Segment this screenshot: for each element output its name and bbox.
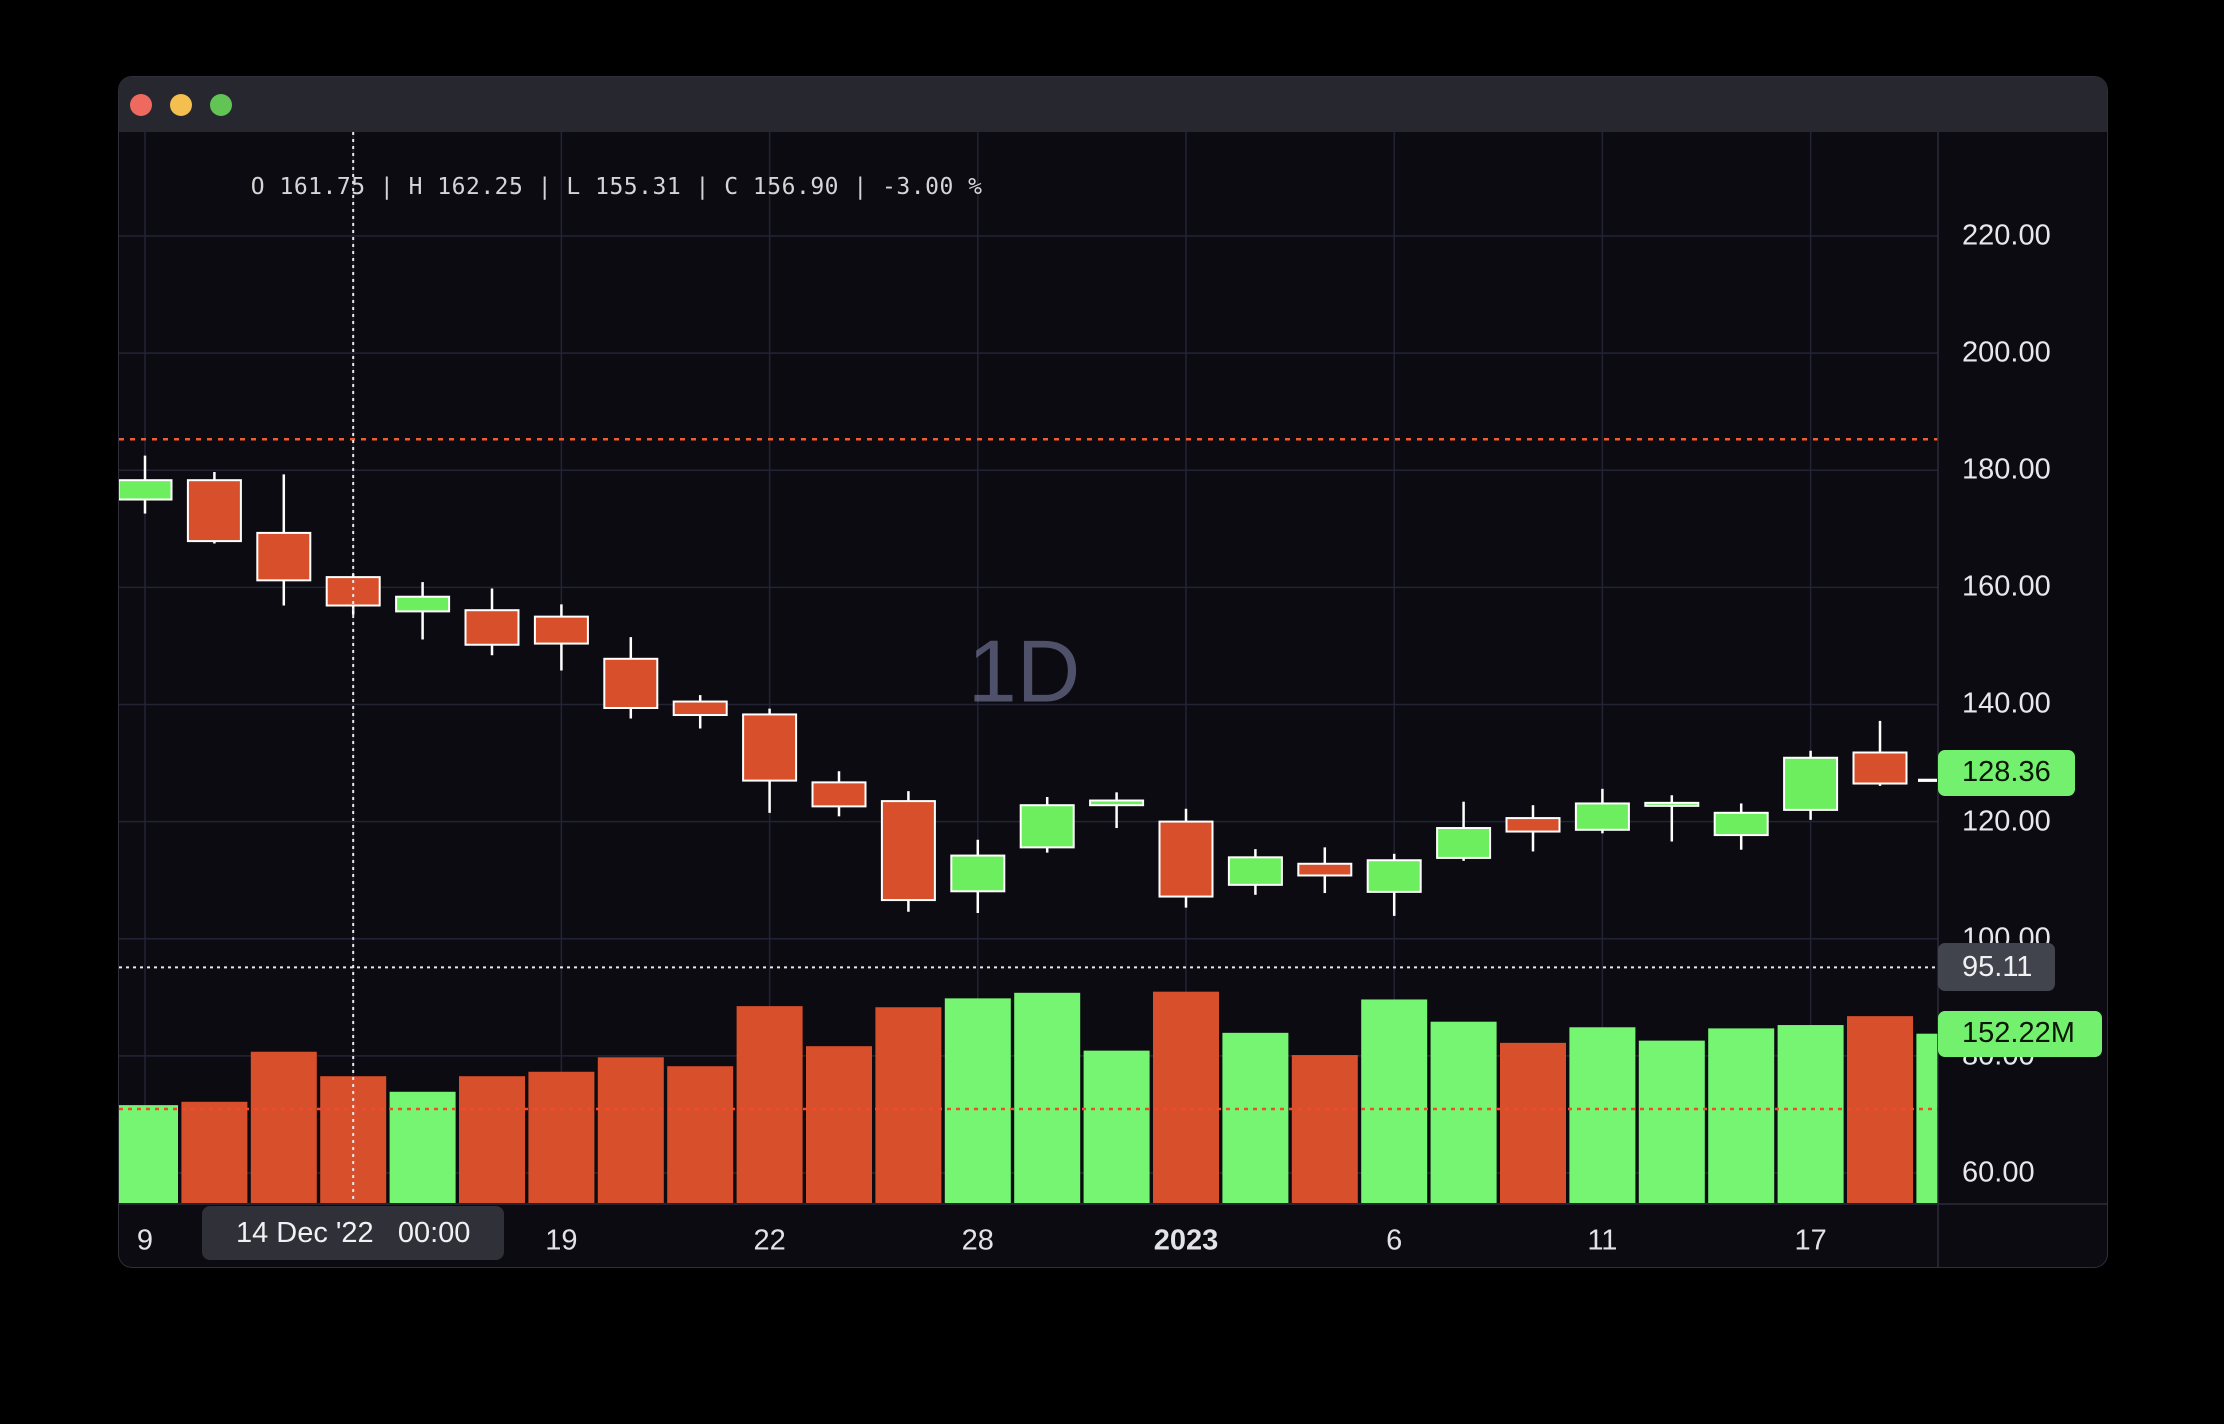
volume-bar[interactable]: [1291, 1055, 1358, 1203]
time-tick-label: 22: [753, 1224, 786, 1257]
candle[interactable]: [1574, 788, 1630, 834]
crosshair-price-badge: 95.11: [1938, 943, 2055, 992]
last-price-badge: 128.36: [1938, 749, 2075, 796]
time-tick-label: 6: [1386, 1224, 1403, 1257]
candle[interactable]: [1783, 750, 1839, 820]
volume-bar[interactable]: [597, 1057, 664, 1203]
crosshair-date-gap: [374, 1217, 398, 1250]
chart-window: 1D O 161.75 | H 162.25 | L 155.31 | C 15…: [118, 76, 2108, 1268]
time-tick-label: 19: [545, 1224, 578, 1257]
candle[interactable]: [1158, 808, 1214, 908]
candle[interactable]: [672, 695, 728, 729]
candle[interactable]: [1366, 853, 1422, 916]
candle[interactable]: [1644, 795, 1700, 842]
volume-bar[interactable]: [528, 1071, 595, 1203]
price-axis[interactable]: 60.0080.00100.00120.00140.00160.00180.00…: [1938, 132, 2107, 1267]
price-tick-label: 180.00: [1962, 453, 2051, 486]
candle[interactable]: [186, 471, 242, 544]
time-tick-label: 9: [136, 1224, 154, 1257]
price-tick-label: 200.00: [1962, 336, 2051, 369]
candle[interactable]: [119, 455, 173, 514]
volume-bar[interactable]: [1638, 1040, 1705, 1203]
ohlc-legend-text: O 161.75 | H 162.25 | L 155.31 | C 156.9…: [250, 174, 983, 200]
candlestick-chart[interactable]: 1D: [119, 132, 2107, 1267]
crosshair-date: 14 Dec '22: [235, 1216, 374, 1249]
volume-bar[interactable]: [875, 1007, 942, 1203]
candle[interactable]: [742, 708, 798, 813]
volume-badge: 152.22M: [1938, 1010, 2102, 1057]
price-tick-label: 120.00: [1962, 805, 2051, 838]
volume-bar[interactable]: [1569, 1027, 1636, 1203]
candle[interactable]: [1227, 849, 1283, 895]
volume-bar[interactable]: [944, 998, 1011, 1203]
crosshair-price-value: 95.11: [1962, 950, 2033, 983]
volume-bar[interactable]: [736, 1006, 803, 1203]
candle[interactable]: [395, 582, 451, 640]
zoom-button[interactable]: [210, 93, 232, 116]
volume-bar[interactable]: [119, 1105, 178, 1203]
candle[interactable]: [1505, 805, 1561, 852]
close-button[interactable]: [130, 93, 152, 116]
volume-bars: [119, 991, 1982, 1203]
volume-value: 152.22M: [1962, 1017, 2075, 1050]
candle[interactable]: [464, 588, 520, 656]
volume-bar[interactable]: [1222, 1032, 1289, 1203]
candle[interactable]: [256, 474, 312, 606]
last-price-value: 128.36: [1962, 756, 2051, 789]
volume-bar[interactable]: [1083, 1050, 1150, 1203]
time-tick-label: 2023: [1153, 1224, 1219, 1257]
candle[interactable]: [1089, 792, 1145, 829]
volume-bar[interactable]: [459, 1076, 525, 1203]
candle[interactable]: [1436, 801, 1492, 861]
candle[interactable]: [880, 791, 936, 912]
volume-bar[interactable]: [1500, 1042, 1566, 1203]
crosshair-time: 00:00: [397, 1216, 471, 1249]
volume-bar[interactable]: [1708, 1028, 1775, 1203]
volume-bar[interactable]: [1430, 1021, 1497, 1203]
candle[interactable]: [603, 637, 659, 719]
candle[interactable]: [533, 604, 589, 671]
time-tick-label: 17: [1794, 1224, 1827, 1257]
volume-bar[interactable]: [250, 1051, 317, 1203]
minimize-button[interactable]: [170, 93, 192, 116]
ohlc-legend: O 161.75 | H 162.25 | L 155.31 | C 156.9…: [136, 148, 983, 226]
candle[interactable]: [1019, 797, 1075, 853]
volume-bar[interactable]: [389, 1091, 456, 1203]
volume-bar[interactable]: [1777, 1025, 1844, 1203]
interval-watermark: 1D: [968, 622, 1081, 721]
price-tick-label: 160.00: [1962, 570, 2051, 603]
volume-bar[interactable]: [1153, 991, 1219, 1203]
volume-bar[interactable]: [806, 1046, 872, 1203]
volume-bar[interactable]: [1361, 999, 1428, 1203]
chart-content: 1D O 161.75 | H 162.25 | L 155.31 | C 15…: [119, 132, 2107, 1267]
time-tick-label: 11: [1587, 1224, 1618, 1257]
price-tick-label: 60.00: [1962, 1156, 2035, 1189]
candle[interactable]: [950, 839, 1006, 913]
candle[interactable]: [1297, 847, 1353, 894]
last-price-tick: [1918, 778, 1937, 782]
window-titlebar[interactable]: [119, 77, 2107, 132]
volume-bar[interactable]: [320, 1076, 387, 1203]
price-tick-label: 220.00: [1962, 219, 2051, 252]
candle[interactable]: [1852, 720, 1908, 786]
crosshair-date-badge: 14 Dec '22 00:00: [202, 1206, 505, 1260]
volume-bar[interactable]: [1916, 1033, 1982, 1203]
time-axis[interactable]: 17 11 6 2023 28 22 19 9 14 Dec '22 00:00: [119, 1204, 2107, 1267]
candle[interactable]: [1713, 803, 1769, 850]
volume-bar[interactable]: [1014, 992, 1081, 1203]
time-tick-label: 28: [961, 1224, 994, 1257]
candles: [119, 455, 1908, 916]
volume-bar[interactable]: [181, 1101, 248, 1203]
candle[interactable]: [811, 771, 867, 817]
volume-bar[interactable]: [667, 1066, 734, 1203]
price-tick-label: 140.00: [1962, 687, 2051, 720]
